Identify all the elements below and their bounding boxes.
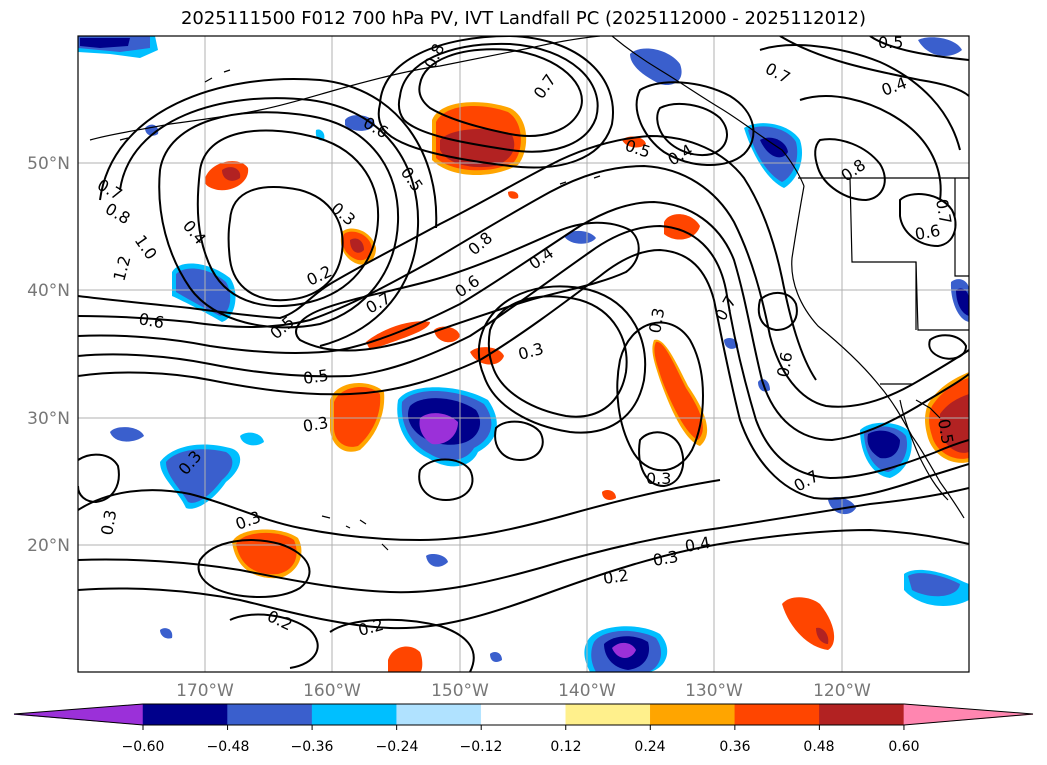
contour-label: 0.3: [645, 306, 668, 334]
anomaly-blob: [867, 430, 900, 459]
colorbar-cell: [819, 703, 905, 726]
anomaly-blob: [426, 554, 448, 567]
lon-label: 150°W: [431, 681, 489, 701]
anomaly-blob: [724, 338, 738, 349]
colorbar-tick-label: −0.24: [376, 739, 419, 755]
colorbar-outline: [13, 703, 1034, 726]
lon-label: 170°W: [176, 681, 234, 701]
contour-label: 0.3: [651, 547, 679, 570]
colorbar-tick-label: 0.36: [719, 739, 750, 755]
anomaly-blob: [940, 394, 969, 453]
colorbar-tick-label: −0.48: [207, 739, 250, 755]
colorbar-cell: [734, 703, 820, 726]
lat-label: 40°N: [27, 281, 70, 301]
map-title: 2025111500 F012 700 hPa PV, IVT Landfall…: [180, 8, 867, 29]
anomaly-blob: [956, 288, 969, 316]
colorbar-tick-label: −0.12: [460, 739, 503, 755]
colorbar-cell: [396, 703, 482, 726]
contour-label: 0.5: [878, 33, 903, 52]
contours: [78, 36, 969, 672]
anomaly-blob: [176, 268, 231, 316]
anomaly-blob: [816, 627, 829, 644]
colorbar-cells: [13, 703, 1034, 730]
contour-label: 0.6: [773, 350, 796, 378]
anomaly-blob: [612, 642, 636, 658]
anomaly-blob: [760, 137, 788, 158]
lon-label: 130°W: [685, 681, 743, 701]
colorbar-cell: [650, 703, 736, 726]
lon-label: 120°W: [813, 681, 871, 701]
anomaly-blob: [654, 341, 703, 440]
anomaly-blob: [236, 532, 297, 575]
latitude-labels: 50°N 40°N 30°N 20°N: [27, 154, 70, 556]
colorbar-tick-label: 0.60: [888, 739, 919, 755]
colorbar-tick-label: 0.24: [634, 739, 665, 755]
anomaly-blob: [350, 238, 364, 253]
anomaly-blob: [564, 230, 596, 244]
anomaly-blob: [80, 38, 130, 48]
contour-label: 0.6: [913, 221, 941, 244]
colorbar-tick-label: −0.36: [291, 739, 334, 755]
anomaly-blob: [508, 191, 519, 199]
lat-label: 20°N: [27, 536, 70, 556]
anomaly-blob: [166, 449, 233, 503]
colorbar-tick-label: 0.48: [803, 739, 834, 755]
anomaly-blob: [334, 387, 381, 447]
contour-label: 0.4: [683, 533, 711, 556]
contour-label: 0.2: [602, 566, 630, 588]
contour-label: 0.3: [301, 413, 329, 436]
anomaly-blob: [160, 628, 173, 639]
anomaly-blob: [908, 573, 960, 597]
contour-label: 0.6: [137, 309, 165, 332]
lat-label: 50°N: [27, 154, 70, 174]
lon-label: 140°W: [558, 681, 616, 701]
anomaly-blob: [490, 652, 502, 662]
contour-label: 0.3: [646, 469, 671, 488]
colorbar-tick-label: 0.12: [550, 739, 581, 755]
contour-label: 0.3: [97, 508, 120, 536]
colorbar-cell: [227, 703, 313, 726]
map-frame: [77, 35, 970, 673]
anomaly-blob: [240, 432, 264, 446]
anomaly-blob: [419, 413, 458, 445]
colorbar: −0.60 −0.48 −0.36 −0.24 −0.12 0.12 0.24 …: [13, 703, 1034, 755]
anomaly-blob: [388, 646, 423, 672]
anomaly-blob: [366, 321, 430, 350]
anomaly-blob: [918, 37, 962, 56]
longitude-labels: 170°W 160°W 150°W 140°W 130°W 120°W: [176, 681, 871, 701]
anomaly-blob: [110, 427, 144, 442]
anomaly-blob: [345, 115, 375, 131]
colorbar-cell: [565, 703, 651, 726]
colorbar-tick-label: −0.60: [122, 739, 165, 755]
colorbar-cell: [311, 703, 397, 726]
lat-label: 30°N: [27, 409, 70, 429]
contour-label: 0.7: [932, 197, 955, 225]
colorbar-cell: [903, 703, 1034, 726]
anomaly-blob: [434, 326, 460, 343]
map-content: 0.5 0.7 0.8 0.7 0.6 0.4 0.5 0.4 0.8 0.7 …: [78, 33, 969, 672]
shaded-anomalies: [78, 36, 969, 672]
contour-label: 0.5: [934, 417, 957, 445]
colorbar-tick-labels: −0.60 −0.48 −0.36 −0.24 −0.12 0.12 0.24 …: [122, 739, 920, 755]
lon-label: 160°W: [303, 681, 361, 701]
colorbar-cell: [142, 703, 228, 726]
colorbar-cell: [13, 703, 144, 726]
contour-label: 0.5: [302, 366, 330, 388]
anomaly-blob: [602, 490, 616, 500]
colorbar-cell: [480, 703, 566, 726]
anomaly-blob: [222, 167, 241, 181]
anomaly-blob: [664, 214, 700, 240]
